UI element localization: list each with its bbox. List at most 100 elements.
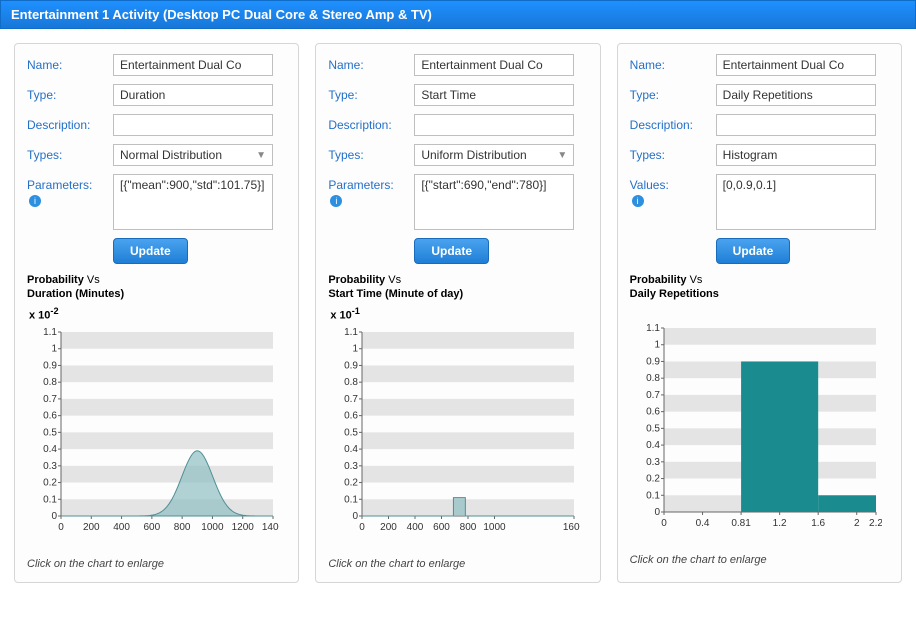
chart-exponent: x 10-1 <box>330 306 587 322</box>
svg-text:1: 1 <box>353 343 359 354</box>
svg-text:0.9: 0.9 <box>646 356 660 367</box>
chart-hint: Click on the chart to enlarge <box>328 558 587 570</box>
chart-subtitle: Duration (Minutes) <box>27 288 286 300</box>
svg-text:1: 1 <box>51 343 57 354</box>
svg-text:0.7: 0.7 <box>344 394 358 405</box>
config-panel: Name: Type: Description: Types: Values:i Upda… <box>617 43 902 583</box>
svg-text:0.1: 0.1 <box>344 494 358 505</box>
field-label: Description: <box>328 114 408 132</box>
chart-title: Probability Vs <box>328 274 587 286</box>
chart-exponent: x 10-2 <box>29 306 286 322</box>
field-label: Description: <box>27 114 107 132</box>
description-input[interactable] <box>716 114 876 136</box>
chart-hint: Click on the chart to enlarge <box>27 558 286 570</box>
svg-text:1200: 1200 <box>232 522 255 533</box>
update-button[interactable]: Update <box>414 238 489 264</box>
name-input[interactable] <box>414 54 574 76</box>
svg-text:0.9: 0.9 <box>344 360 358 371</box>
svg-text:0: 0 <box>353 511 359 522</box>
field-label: Types: <box>328 144 408 162</box>
update-button[interactable]: Update <box>716 238 791 264</box>
type-input[interactable] <box>414 84 574 106</box>
svg-text:0.5: 0.5 <box>646 423 660 434</box>
svg-text:1000: 1000 <box>201 522 224 533</box>
chart-title: Probability Vs <box>630 274 889 286</box>
type-input[interactable] <box>113 84 273 106</box>
svg-text:400: 400 <box>407 522 424 533</box>
svg-text:1.1: 1.1 <box>646 324 660 334</box>
name-input[interactable] <box>716 54 876 76</box>
svg-text:0: 0 <box>654 507 660 518</box>
svg-text:0.6: 0.6 <box>344 410 358 421</box>
field-label: Name: <box>328 54 408 72</box>
type-input[interactable] <box>716 84 876 106</box>
svg-text:0.4: 0.4 <box>695 518 709 529</box>
field-label: Name: <box>630 54 710 72</box>
svg-text:0: 0 <box>58 522 64 533</box>
field-label: Values:i <box>630 174 710 207</box>
svg-text:2.2: 2.2 <box>869 518 882 529</box>
svg-text:0.4: 0.4 <box>344 444 358 455</box>
chart[interactable]: 00.10.20.30.40.50.60.70.80.911.102004006… <box>330 328 587 548</box>
svg-text:1.2: 1.2 <box>772 518 786 529</box>
parameters-textarea[interactable] <box>113 174 273 230</box>
chart-hint: Click on the chart to enlarge <box>630 554 889 566</box>
svg-text:0: 0 <box>661 518 667 529</box>
svg-text:400: 400 <box>113 522 130 533</box>
svg-text:1600: 1600 <box>563 522 580 533</box>
svg-text:200: 200 <box>83 522 100 533</box>
svg-text:0.4: 0.4 <box>646 440 660 451</box>
chevron-down-icon: ▼ <box>256 150 266 161</box>
svg-text:0.6: 0.6 <box>646 407 660 418</box>
svg-text:0.4: 0.4 <box>43 444 57 455</box>
svg-text:200: 200 <box>380 522 397 533</box>
parameters-textarea[interactable] <box>716 174 876 230</box>
chart[interactable]: 00.10.20.30.40.50.60.70.80.911.100.40.81… <box>632 324 889 544</box>
svg-text:0.8: 0.8 <box>344 377 358 388</box>
field-label: Type: <box>27 84 107 102</box>
panels-container: Name: Type: Description: Types: Normal Distr… <box>0 29 916 593</box>
parameters-textarea[interactable] <box>414 174 574 230</box>
field-label: Types: <box>630 144 710 162</box>
svg-text:1000: 1000 <box>484 522 507 533</box>
svg-text:0.8: 0.8 <box>646 373 660 384</box>
svg-text:0: 0 <box>360 522 366 533</box>
info-icon[interactable]: i <box>632 195 644 207</box>
svg-text:0.5: 0.5 <box>43 427 57 438</box>
svg-text:0.9: 0.9 <box>43 360 57 371</box>
svg-text:0.3: 0.3 <box>646 457 660 468</box>
types-select[interactable]: Normal Distribution▼ <box>113 144 273 166</box>
svg-text:0.1: 0.1 <box>646 490 660 501</box>
description-input[interactable] <box>113 114 273 136</box>
chart-subtitle: Start Time (Minute of day) <box>328 288 587 300</box>
types-select[interactable] <box>716 144 876 166</box>
svg-text:0.1: 0.1 <box>43 494 57 505</box>
field-label: Name: <box>27 54 107 72</box>
types-select[interactable]: Uniform Distribution▼ <box>414 144 574 166</box>
field-label: Type: <box>630 84 710 102</box>
svg-text:1: 1 <box>654 340 660 351</box>
info-icon[interactable]: i <box>29 195 41 207</box>
description-input[interactable] <box>414 114 574 136</box>
field-label: Parameters:i <box>328 174 408 207</box>
config-panel: Name:Type:Description:Types:Normal Distr… <box>14 43 299 583</box>
svg-text:1.6: 1.6 <box>811 518 825 529</box>
svg-text:0.7: 0.7 <box>43 394 57 405</box>
svg-text:0.2: 0.2 <box>43 477 57 488</box>
svg-text:0.8: 0.8 <box>43 377 57 388</box>
svg-text:0.6: 0.6 <box>43 410 57 421</box>
svg-text:0.7: 0.7 <box>646 390 660 401</box>
update-button[interactable]: Update <box>113 238 188 264</box>
chart[interactable]: 00.10.20.30.40.50.60.70.80.911.102004006… <box>29 328 286 548</box>
name-input[interactable] <box>113 54 273 76</box>
page-header: Entertainment 1 Activity (Desktop PC Dua… <box>0 0 916 29</box>
field-label: Description: <box>630 114 710 132</box>
svg-text:1400: 1400 <box>262 522 279 533</box>
svg-text:2: 2 <box>854 518 860 529</box>
svg-text:0.3: 0.3 <box>344 460 358 471</box>
svg-text:0.2: 0.2 <box>344 477 358 488</box>
svg-text:600: 600 <box>144 522 161 533</box>
page-title: Entertainment 1 Activity (Desktop PC Dua… <box>11 7 432 22</box>
info-icon[interactable]: i <box>330 195 342 207</box>
svg-text:800: 800 <box>460 522 477 533</box>
